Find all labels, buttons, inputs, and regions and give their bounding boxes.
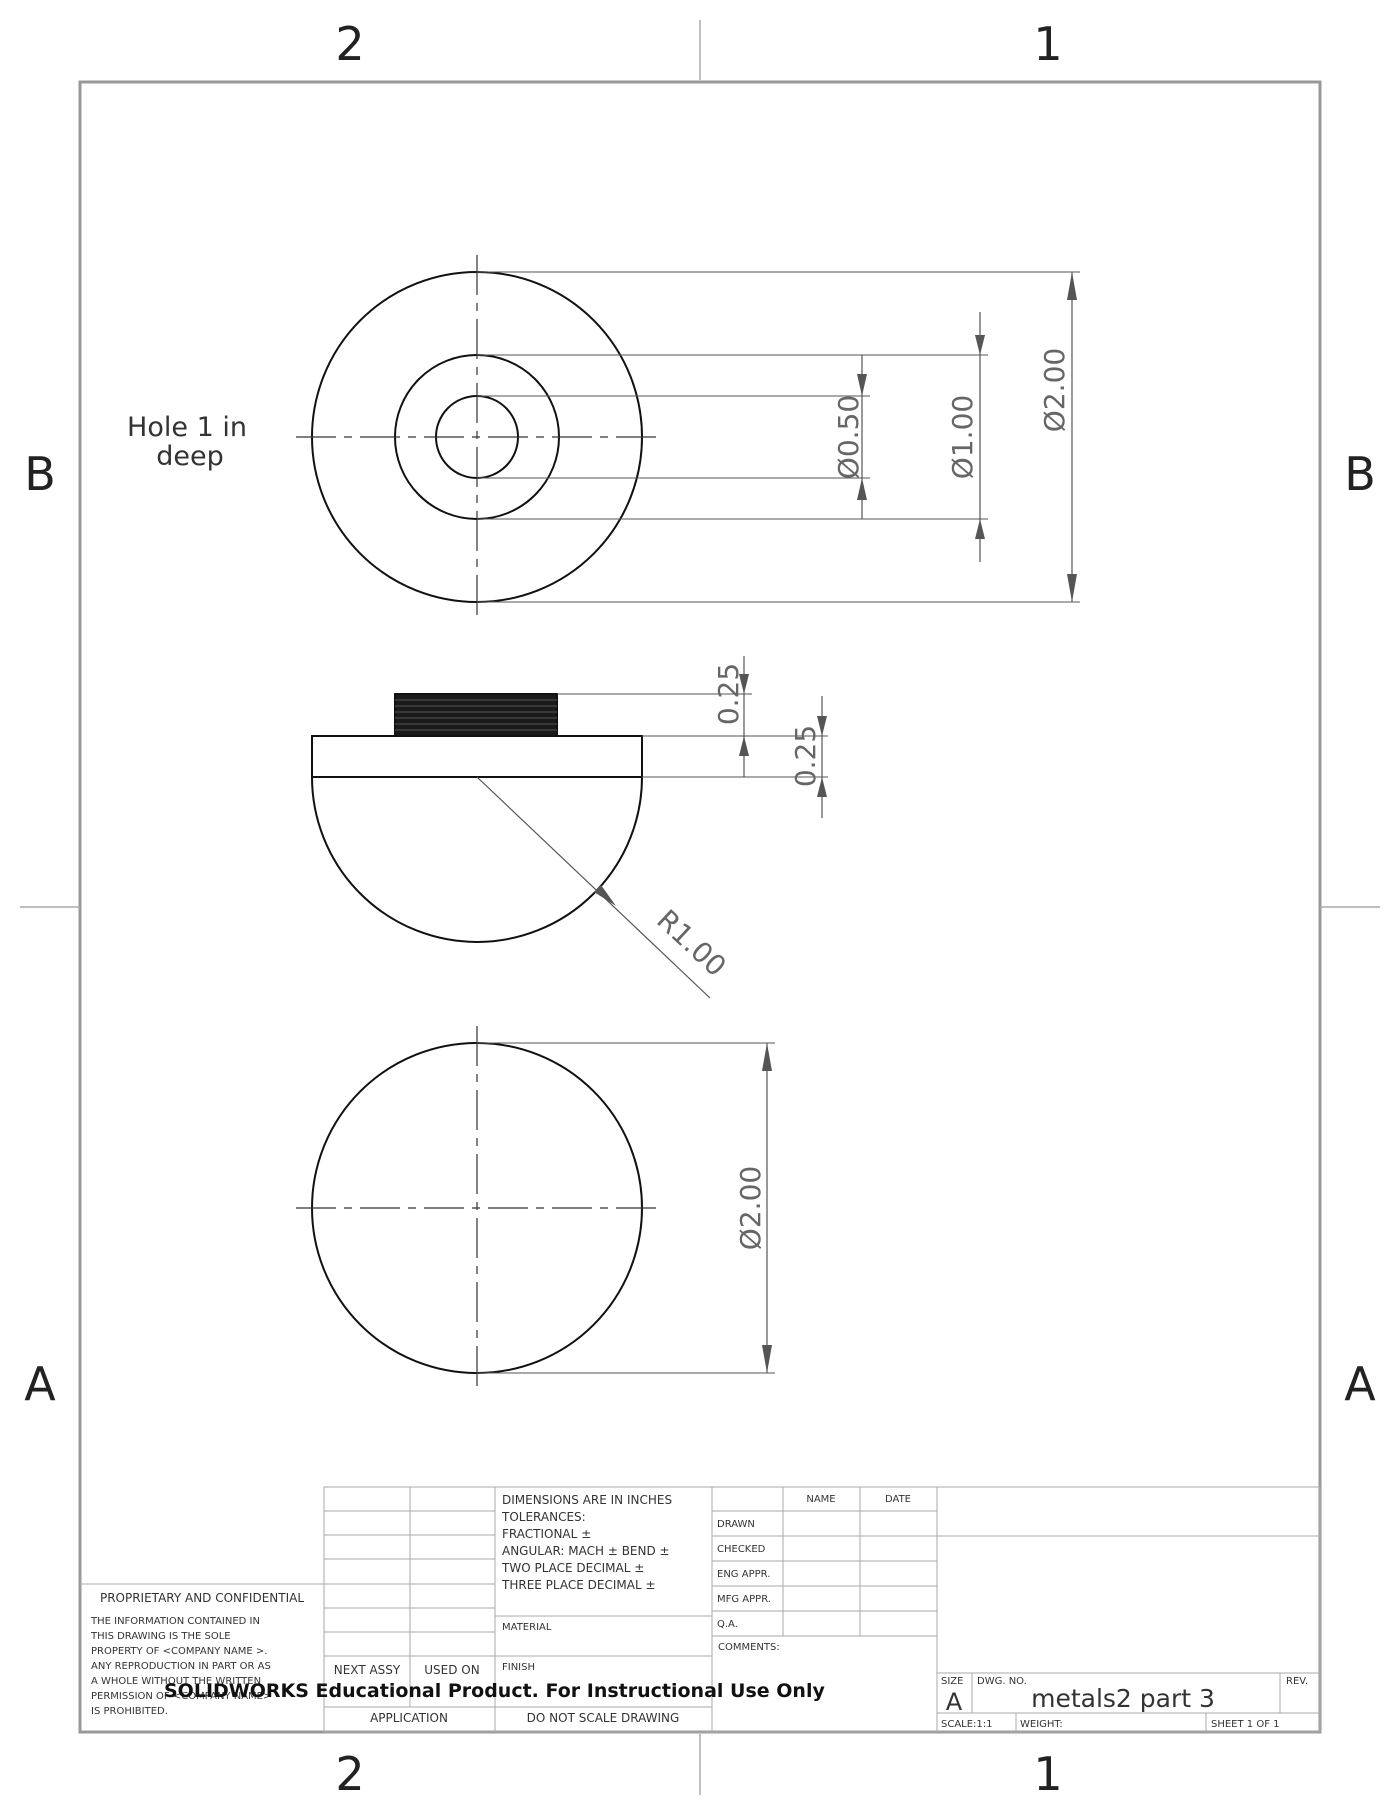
sheet-label: SHEET 1 OF 1 (1211, 1719, 1280, 1730)
flange (311, 735, 643, 778)
proprietary-line-2: THIS DRAWING IS THE SOLE (90, 1631, 231, 1642)
row-drawn: DRAWN (717, 1519, 755, 1530)
dim-middle-diameter: Ø1.00 (946, 395, 979, 479)
application-label: APPLICATION (370, 1711, 448, 1725)
hemisphere (311, 776, 643, 943)
proprietary-line-3: PROPERTY OF <COMPANY NAME >. (91, 1646, 267, 1657)
dim-thread-height: 0.25 (712, 663, 745, 725)
tolerance-line-6: THREE PLACE DECIMAL ± (501, 1578, 656, 1592)
col-name-header: NAME (806, 1494, 835, 1505)
row-qa: Q.A. (717, 1619, 738, 1630)
zone-label-bottom-right: 1 (1033, 1747, 1062, 1801)
do-not-scale-label: DO NOT SCALE DRAWING (527, 1711, 680, 1725)
zone-label-left-a: A (24, 1357, 56, 1411)
zone-label-right-b: B (1344, 447, 1376, 501)
weight-label: WEIGHT: (1020, 1719, 1063, 1730)
proprietary-line-7: IS PROHIBITED. (91, 1706, 168, 1717)
next-assy-label: NEXT ASSY (334, 1663, 401, 1677)
size-value: A (946, 1688, 963, 1716)
drawing-border (78, 80, 1322, 1734)
proprietary-line-1: THE INFORMATION CONTAINED IN (90, 1616, 260, 1627)
dim-radius: R1.00 (650, 903, 732, 983)
dwg-no-value: metals2 part 3 (1031, 1684, 1215, 1713)
educational-watermark: SOLIDWORKS Educational Product. For Inst… (164, 1680, 825, 1702)
tolerance-line-2: TOLERANCES: (501, 1510, 586, 1524)
thread-stud (394, 693, 558, 737)
top-view (296, 255, 1080, 620)
rev-label: REV. (1286, 1676, 1308, 1687)
side-view (311, 656, 828, 999)
dwg-no-label: DWG. NO. (977, 1676, 1027, 1687)
row-mfg-appr: MFG APPR. (717, 1594, 771, 1605)
zone-label-left-b: B (24, 447, 56, 501)
zone-label-bottom-left: 2 (335, 1747, 364, 1801)
hole-note-line2: deep (156, 441, 224, 472)
tolerance-line-4: ANGULAR: MACH ± BEND ± (502, 1544, 670, 1558)
zone-ticks (20, 20, 1380, 1795)
hole-note-line1: Hole 1 in (127, 412, 247, 443)
bottom-view (296, 1026, 775, 1390)
proprietary-line-5: A WHOLE WITHOUT THE WRITTEN (91, 1676, 261, 1687)
scale-label: SCALE:1:1 (941, 1719, 993, 1730)
proprietary-line-6: PERMISSION OF <COMPANY NAME> (91, 1691, 271, 1702)
dim-bottom-diameter: Ø2.00 (734, 1166, 767, 1250)
row-checked: CHECKED (717, 1544, 766, 1555)
title-block-lines (80, 1486, 1321, 1733)
used-on-label: USED ON (424, 1663, 479, 1677)
tolerance-line-3: FRACTIONAL ± (502, 1527, 591, 1541)
col-date-header: DATE (885, 1494, 911, 1505)
material-label: MATERIAL (502, 1622, 552, 1633)
zone-label-right-a: A (1344, 1357, 1376, 1411)
comments-label: COMMENTS: (718, 1642, 780, 1653)
row-eng-appr: ENG APPR. (717, 1569, 770, 1580)
zone-label-top-left: 2 (335, 17, 364, 71)
dim-hole-diameter: Ø0.50 (832, 395, 865, 479)
tolerance-line-5: TWO PLACE DECIMAL ± (501, 1561, 644, 1575)
dim-flange-height: 0.25 (789, 725, 822, 787)
tolerance-line-1: DIMENSIONS ARE IN INCHES (502, 1493, 672, 1507)
size-label: SIZE (941, 1676, 963, 1687)
dim-outer-diameter: Ø2.00 (1038, 348, 1071, 432)
finish-label: FINISH (502, 1662, 535, 1673)
proprietary-title: PROPRIETARY AND CONFIDENTIAL (100, 1591, 304, 1605)
proprietary-line-4: ANY REPRODUCTION IN PART OR AS (91, 1661, 271, 1672)
zone-label-top-right: 1 (1033, 17, 1062, 71)
